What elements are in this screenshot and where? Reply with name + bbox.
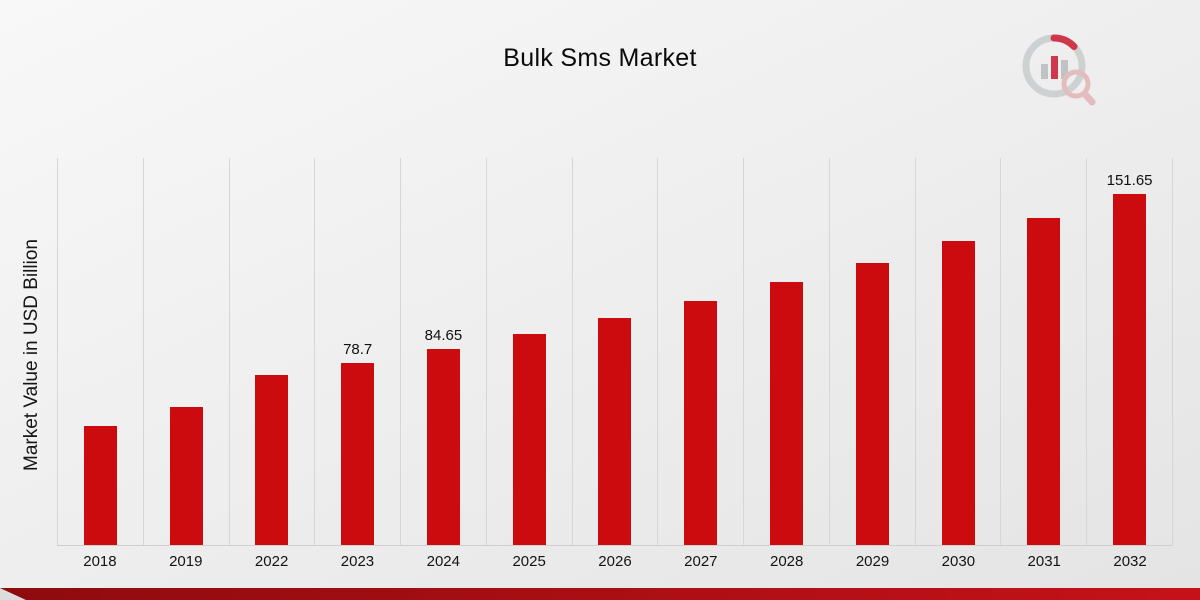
chart-column: 151.65 [1087,158,1173,545]
chart-column [573,158,659,545]
x-axis: 2018 2019 2022 2023 2024 2025 2026 2027 2028 2029… [57,553,1173,570]
chart-column [230,158,316,545]
x-axis-tick-label: 2027 [684,553,718,570]
bar-value-label: 151.65 [1106,171,1153,189]
x-axis-tick-label: 2023 [340,553,375,570]
x-axis-tick-label: 2019 [169,553,203,570]
x-axis-tick-label: 2018 [83,553,117,570]
bar [169,407,203,545]
chart-column: 78.7 [315,158,402,545]
chart-column [1001,158,1088,545]
bottom-accent-bar [0,588,1200,600]
bar [512,334,546,545]
bar-value-label: 84.65 [424,326,463,344]
x-axis-tick-label: 2030 [941,553,976,570]
x-axis-tick-label: 2031 [1027,553,1061,570]
chart-column: 84.65 [401,158,487,545]
bar [855,262,889,545]
brand-logo-svg [1022,34,1096,106]
y-axis-label: Market Value in USD Billion [21,239,42,471]
bar [426,348,460,545]
bar [1027,218,1061,545]
bar [341,362,375,545]
chart-title: Bulk Sms Market [503,44,697,72]
chart-column [487,158,573,545]
x-axis-tick-label: 2032 [1113,553,1147,570]
x-axis-tick-label: 2026 [598,553,632,570]
plot-area: 78.7 84.65 151.65 [57,158,1173,546]
bar-chart-magnifier-icon [1014,26,1100,112]
bar [1113,193,1147,545]
x-axis-tick-label: 2025 [512,553,546,570]
bar [941,241,975,545]
bar [83,426,117,545]
bar [598,318,632,545]
chart-column [658,158,745,545]
bar [684,300,718,545]
chart-column [830,158,916,545]
x-axis-tick-label: 2024 [426,553,460,570]
bar [770,282,803,545]
chart-column [744,158,830,545]
chart-column [144,158,230,545]
x-axis-tick-label: 2029 [855,553,890,570]
x-axis-tick-label: 2028 [769,553,804,570]
chart-column [916,158,1002,545]
chart-column [58,158,144,545]
x-axis-tick-label: 2022 [254,553,289,570]
bar [255,375,289,545]
bar-value-label: 78.7 [343,340,373,358]
